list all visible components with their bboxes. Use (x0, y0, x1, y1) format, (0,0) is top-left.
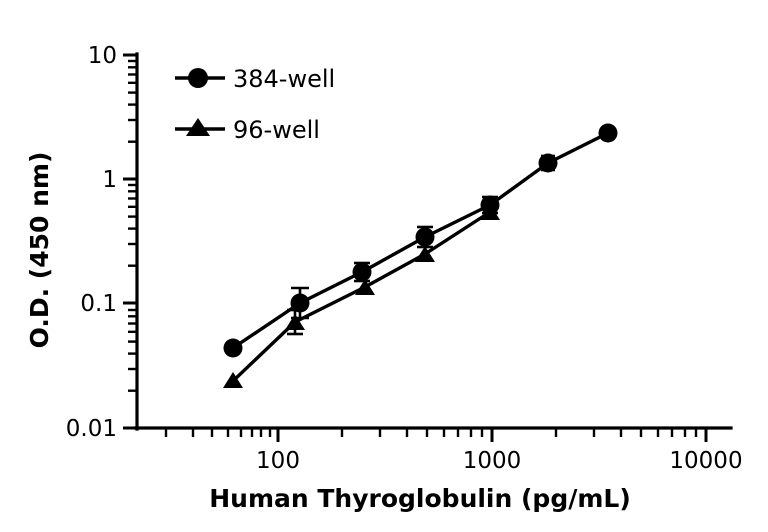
data-point-marker (538, 153, 558, 173)
y-axis-ticks (123, 53, 137, 430)
x-tick-labels: 100 1000 10000 (256, 448, 743, 474)
data-point-marker (223, 338, 243, 358)
circle-marker-icon (188, 68, 208, 88)
data-point-marker (285, 314, 305, 330)
data-point-marker (223, 372, 243, 388)
legend-item-96-well[interactable]: 96-well (175, 116, 320, 144)
x-tick-label: 1000 (463, 448, 522, 474)
data-point-marker (355, 279, 375, 295)
triangle-marker-icon (186, 118, 210, 136)
series-96-well (223, 204, 500, 388)
x-axis-ticks (164, 428, 708, 442)
y-axis-title: O.D. (450 nm) (25, 152, 54, 349)
data-point-marker (290, 293, 310, 313)
chart-legend: 384-well 96-well (175, 65, 335, 144)
y-tick-label: 0.1 (80, 291, 117, 317)
data-point-marker (352, 262, 372, 282)
x-tick-label: 100 (256, 448, 300, 474)
data-point-marker (415, 227, 435, 247)
series-384-well (223, 123, 618, 358)
legend-label-384-well: 384-well (233, 65, 335, 93)
x-tick-label: 10000 (669, 448, 742, 474)
legend-item-384-well[interactable]: 384-well (175, 65, 335, 93)
axis-group (133, 52, 733, 431)
data-point-marker (480, 195, 500, 215)
y-tick-labels: 10 1 0.1 0.01 (66, 43, 117, 442)
y-tick-label: 1 (102, 167, 117, 193)
y-tick-label: 10 (88, 43, 117, 69)
data-point-marker (598, 123, 618, 143)
series-384-well-markers (223, 123, 618, 358)
series-96-well-line (231, 210, 492, 383)
y-tick-label: 0.01 (66, 416, 117, 442)
legend-label-96-well: 96-well (233, 116, 320, 144)
data-point-marker (415, 246, 435, 262)
x-axis-title: Human Thyroglobulin (pg/mL) (209, 484, 631, 513)
